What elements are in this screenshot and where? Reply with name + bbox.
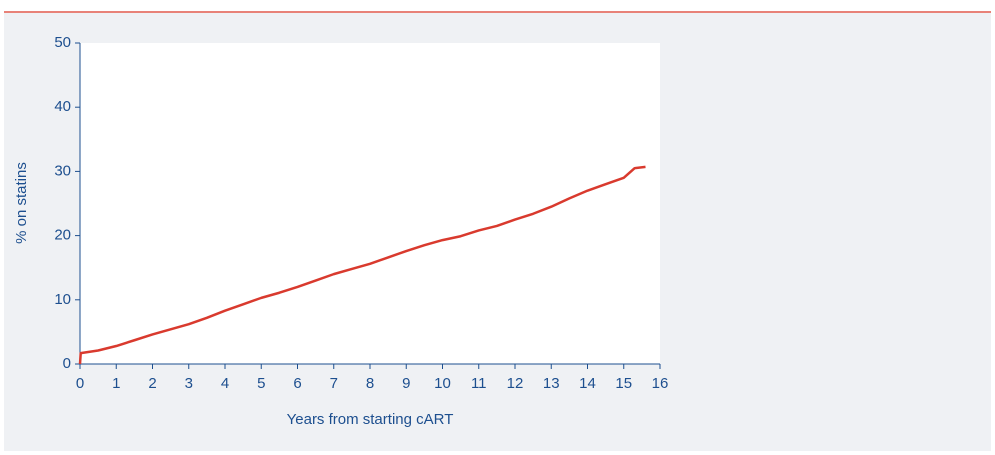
x-tick-label: 3 (185, 375, 193, 392)
x-tick-label: 11 (471, 375, 487, 392)
x-tick-label: 15 (615, 375, 632, 392)
x-tick-label: 5 (257, 375, 265, 392)
x-tick-label: 10 (434, 375, 451, 392)
x-tick-label: 12 (507, 375, 524, 392)
x-tick-label: 2 (148, 375, 156, 392)
x-tick-label: 14 (579, 375, 596, 392)
data-line (78, 165, 646, 365)
x-tick-label: 4 (221, 375, 229, 392)
x-axis-label: Years from starting cART (287, 411, 454, 428)
x-tick-label: 8 (366, 375, 374, 392)
plot-area (80, 43, 660, 364)
x-tick-label: 6 (293, 375, 301, 392)
x-tick-label: 13 (543, 375, 560, 392)
y-tick-label: 50 (54, 34, 71, 51)
y-axis-label: % on statins (13, 162, 30, 244)
y-tick-label: 30 (54, 162, 71, 179)
x-tick-label: 1 (112, 375, 120, 392)
x-tick-label: 9 (402, 375, 410, 392)
y-tick-label: 0 (63, 355, 71, 372)
y-tick-label: 10 (54, 291, 71, 308)
x-tick-label: 0 (76, 375, 84, 392)
y-tick-label: 40 (54, 98, 71, 115)
x-tick-label: 7 (330, 375, 338, 392)
x-tick-label: 16 (652, 375, 669, 392)
y-tick-label: 20 (54, 227, 71, 244)
